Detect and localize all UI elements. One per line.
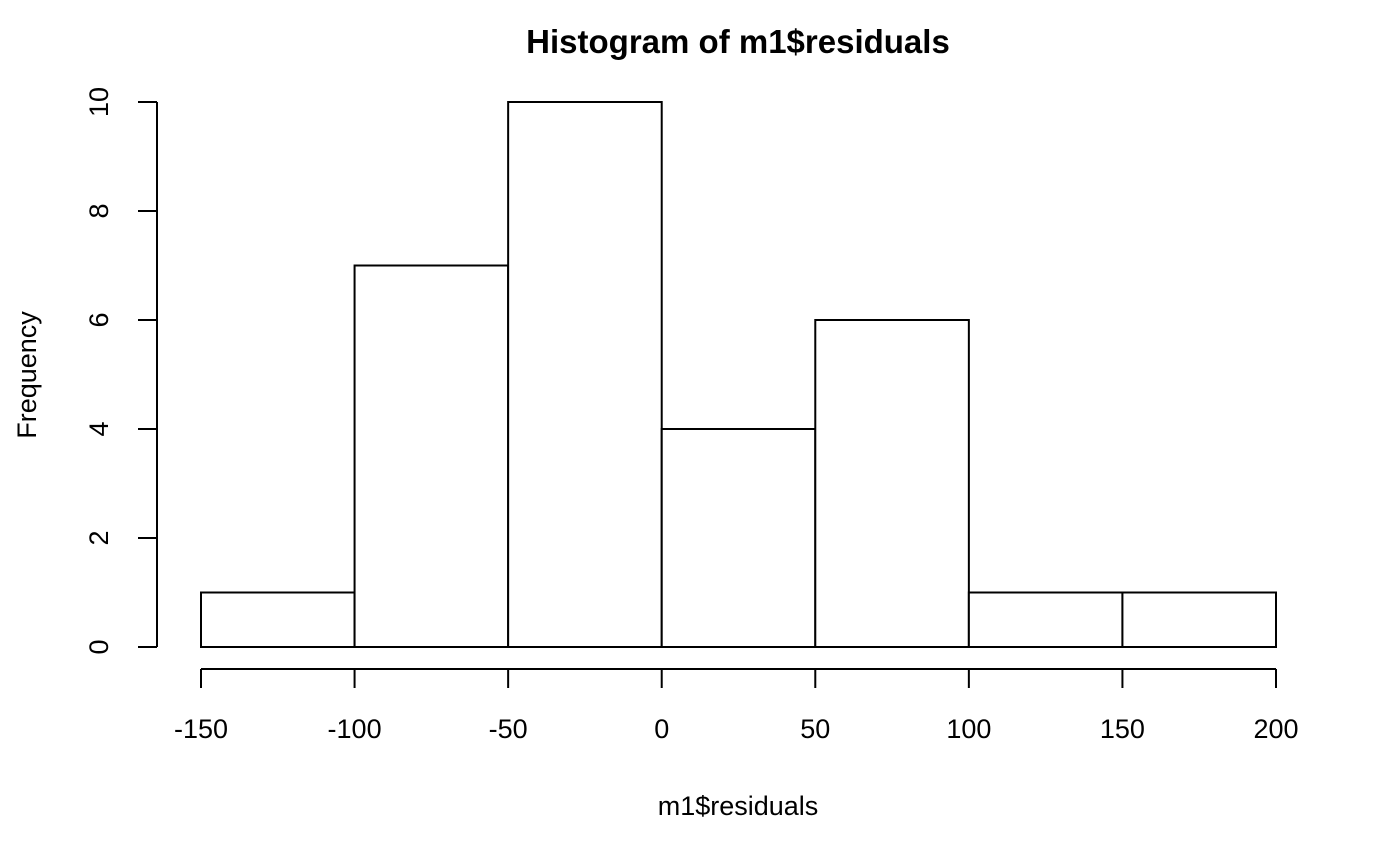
x-tick-label: -100 <box>328 714 382 744</box>
histogram-bars <box>200 101 1278 648</box>
y-tick-label: 0 <box>84 639 114 654</box>
x-tick-label: 50 <box>800 714 830 744</box>
histogram-bar <box>507 101 663 648</box>
y-tick-label: 4 <box>84 421 114 436</box>
y-tick-label: 2 <box>84 530 114 545</box>
histogram-bar <box>660 428 817 648</box>
histogram-bar <box>967 591 1124 648</box>
histogram-bar <box>353 264 510 648</box>
histogram-bar <box>814 319 970 648</box>
x-tick-label: 200 <box>1253 714 1298 744</box>
histogram-bar <box>200 591 356 648</box>
y-tick-label: 10 <box>84 87 114 117</box>
x-tick-label: 0 <box>654 714 669 744</box>
x-axis: -150 -100 -50 0 50 100 150 200 <box>174 668 1299 744</box>
chart-title: Histogram of m1$residuals <box>526 23 950 60</box>
x-axis-label: m1$residuals <box>658 791 819 821</box>
histogram-bar <box>1121 591 1278 648</box>
x-tick-label: -150 <box>174 714 228 744</box>
x-tick-label: 150 <box>1100 714 1145 744</box>
y-axis: 0 2 4 6 8 10 <box>84 87 158 655</box>
x-tick-label: -50 <box>489 714 528 744</box>
y-tick-label: 8 <box>84 203 114 218</box>
x-tick-label: 100 <box>946 714 991 744</box>
y-tick-label: 6 <box>84 312 114 327</box>
y-axis-label: Frequency <box>12 311 42 439</box>
